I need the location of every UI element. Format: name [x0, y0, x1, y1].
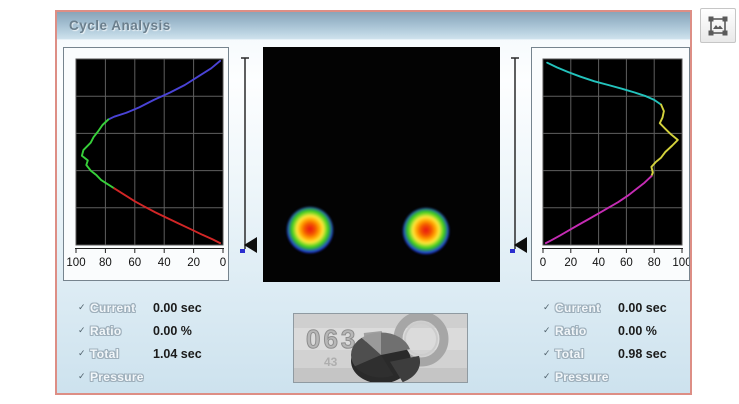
check-bullet-icon: ✓ — [543, 302, 551, 312]
stat-label: Current — [555, 300, 601, 315]
stat-label: Total — [90, 346, 120, 361]
check-bullet-icon: ✓ — [78, 302, 86, 312]
svg-text:0: 0 — [220, 257, 226, 269]
stat-row-pressure: ✓ Pressure — [543, 365, 667, 388]
stat-label: Pressure — [90, 369, 144, 384]
plantar-pressure-map — [263, 47, 500, 282]
check-bullet-icon: ✓ — [543, 371, 551, 381]
stat-label: Total — [555, 346, 585, 361]
left-cycle-chart: 100 80 60 40 20 0 — [63, 47, 229, 281]
svg-text:20: 20 — [187, 257, 200, 269]
stat-label: Current — [90, 300, 136, 315]
svg-text:0: 0 — [540, 257, 546, 269]
stat-row-pressure: ✓ Pressure — [78, 365, 202, 388]
title-bar: Cycle Analysis — [57, 12, 690, 40]
svg-text:80: 80 — [99, 257, 112, 269]
right-cycle-chart: 0 20 40 60 80 100 — [531, 47, 692, 281]
stat-value: 0.98 sec — [618, 346, 667, 361]
stat-value: 0.00 % — [153, 323, 192, 338]
watermark-logo: 063 43 — [294, 314, 467, 382]
image-icon — [708, 16, 728, 35]
watermark-image: 063 43 — [293, 313, 468, 383]
svg-text:40: 40 — [158, 257, 171, 269]
stat-row-ratio: ✓ Ratio 0.00 % — [543, 319, 667, 342]
svg-text:40: 40 — [592, 257, 605, 269]
slider-marker — [240, 249, 245, 253]
stat-value: 1.04 sec — [153, 346, 202, 361]
left-playback-slider[interactable] — [235, 53, 261, 269]
capture-image-button[interactable] — [700, 8, 736, 43]
left-cycle-chart-canvas: 100 80 60 40 20 0 — [66, 58, 226, 269]
watermark-small-digits: 43 — [324, 355, 338, 369]
cycle-analysis-panel: Cycle Analysis 100 80 60 40 20 0 0 20 40 60 80 100… — [55, 10, 692, 395]
check-bullet-icon: ✓ — [78, 371, 86, 381]
svg-text:20: 20 — [564, 257, 577, 269]
svg-text:80: 80 — [648, 257, 661, 269]
pressure-blob — [403, 208, 450, 255]
right-playback-slider[interactable] — [505, 53, 531, 269]
slider-handle-icon[interactable] — [514, 237, 527, 253]
check-bullet-icon: ✓ — [543, 348, 551, 358]
page-title: Cycle Analysis — [69, 18, 171, 33]
stat-label: Ratio — [90, 323, 122, 338]
stat-label: Pressure — [555, 369, 609, 384]
watermark-digits: 063 — [306, 324, 358, 354]
stat-label: Ratio — [555, 323, 587, 338]
pressure-blob — [287, 207, 334, 254]
stat-row-current: ✓ Current 0.00 sec — [78, 296, 202, 319]
check-bullet-icon: ✓ — [78, 348, 86, 358]
stat-value: 0.00 % — [618, 323, 657, 338]
svg-text:60: 60 — [620, 257, 633, 269]
stat-row-total: ✓ Total 0.98 sec — [543, 342, 667, 365]
slider-handle-icon[interactable] — [244, 237, 257, 253]
stat-row-current: ✓ Current 0.00 sec — [543, 296, 667, 319]
right-foot-stats: ✓ Current 0.00 sec ✓ Ratio 0.00 % ✓ Tota… — [543, 296, 667, 388]
slider-marker — [510, 249, 515, 253]
left-foot-stats: ✓ Current 0.00 sec ✓ Ratio 0.00 % ✓ Tota… — [78, 296, 202, 388]
check-bullet-icon: ✓ — [543, 325, 551, 335]
svg-text:100: 100 — [672, 257, 689, 269]
check-bullet-icon: ✓ — [78, 325, 86, 335]
right-cycle-chart-canvas: 0 20 40 60 80 100 — [540, 58, 692, 269]
pie-chart-graphic — [350, 332, 420, 382]
stat-row-total: ✓ Total 1.04 sec — [78, 342, 202, 365]
stat-row-ratio: ✓ Ratio 0.00 % — [78, 319, 202, 342]
stat-value: 0.00 sec — [618, 300, 667, 315]
stat-value: 0.00 sec — [153, 300, 202, 315]
svg-text:60: 60 — [128, 257, 141, 269]
svg-text:100: 100 — [66, 257, 85, 269]
